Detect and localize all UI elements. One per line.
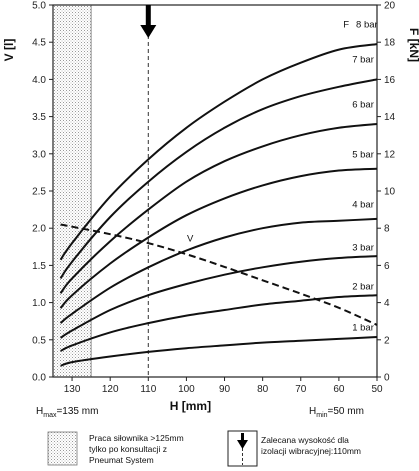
y-right-tick-label: 16 [384,75,396,86]
recommended-arrow-shaft [145,5,151,27]
x-tick-label: 70 [295,384,307,395]
volume-curve [60,223,378,326]
legend-hatch-swatch [47,431,78,466]
recommended-arrow-head [140,25,157,38]
y-right-tick-label: 4 [384,298,390,309]
x-tick-label: 100 [178,384,195,395]
x-tick-label: 110 [140,384,156,395]
y-left-tick-label: 3.5 [32,112,46,123]
y-left-tick-label: 1.0 [32,298,46,309]
x-tick-label: 50 [371,384,383,395]
legend-arrow-text-line: izolacji wibracyjnej:110mm [261,446,361,456]
legend-arrow-text-line: Zalecana wysokość dla [261,435,349,445]
y-left-tick-label: 4.5 [32,38,46,49]
y-right-tick-label: 2 [384,335,390,346]
y-left-tick-label: 3.0 [32,149,46,160]
legend-arrow-shaft [241,433,244,441]
plot-frame [52,4,378,378]
y-left-tick-label: 2.0 [32,224,46,235]
y-right-axis-title: F [kN] [407,28,419,62]
force-curve-3-bar [60,255,378,339]
x-tick-label: 60 [333,384,345,395]
force-curve-4-bar [59,217,378,324]
y-left-tick-label: 4.0 [32,75,46,86]
curve-label-8-bar: 8 bar [356,19,378,30]
force-curve-8-bar [59,43,378,261]
y-left-tick-label: 0.5 [32,335,46,346]
y-right-tick-label: 20 [384,1,396,12]
legend-hatch-text-line: Praca siłownika >125mm [89,433,184,443]
y-right-tick-label: 14 [384,112,396,123]
y-left-tick-label: 5.0 [32,1,46,12]
y-right-tick-label: 10 [384,187,396,198]
x-tick-label: 120 [102,384,119,395]
y-right-tick-label: 12 [384,149,396,160]
volume-curve-label: V [187,234,194,245]
y-right-tick-label: 8 [384,224,390,235]
x-axis-title: H [mm] [170,399,211,413]
legend-hatch-text-line: Pneumat System [89,455,154,465]
force-curve-6-bar [59,123,378,294]
curve-label-2-bar: 2 bar [352,282,374,293]
x-tick-label: 130 [64,384,81,395]
force-curve-5-bar [59,167,378,309]
legend-hatch-text-line: tylko po konsultacji z [89,444,167,454]
y-right-tick-label: 6 [384,261,390,272]
curve-label-6-bar: 6 bar [352,99,374,110]
y-right-tick-label: 0 [384,373,390,384]
y-right-tick-label: 18 [384,38,396,49]
curve-label-7-bar: 7 bar [352,55,374,66]
y-left-axis-title: V [l] [2,39,16,62]
y-left-tick-label: 1.5 [32,261,46,272]
restricted-zone-hatch [52,4,92,378]
curve-label-4-bar: 4 bar [352,200,374,211]
legend-arrow-head [237,440,248,449]
y-left-tick-label: 0.0 [32,373,46,384]
curve-label-1-bar: 1 bar [352,323,374,334]
force-curve-7-bar [59,78,378,279]
curve-label-3-bar: 3 bar [352,243,374,254]
y-left-tick-label: 2.5 [32,187,46,198]
h-min-note: Hmin=50 mm [309,406,364,419]
force-curve-1-bar [60,336,378,367]
x-tick-label: 80 [257,384,269,395]
x-tick-label: 90 [219,384,231,395]
force-prefix-label: F [343,19,349,30]
curve-label-5-bar: 5 bar [352,150,374,161]
h-max-note: Hmax=135 mm [36,406,98,419]
force-curve-2-bar [60,294,378,352]
